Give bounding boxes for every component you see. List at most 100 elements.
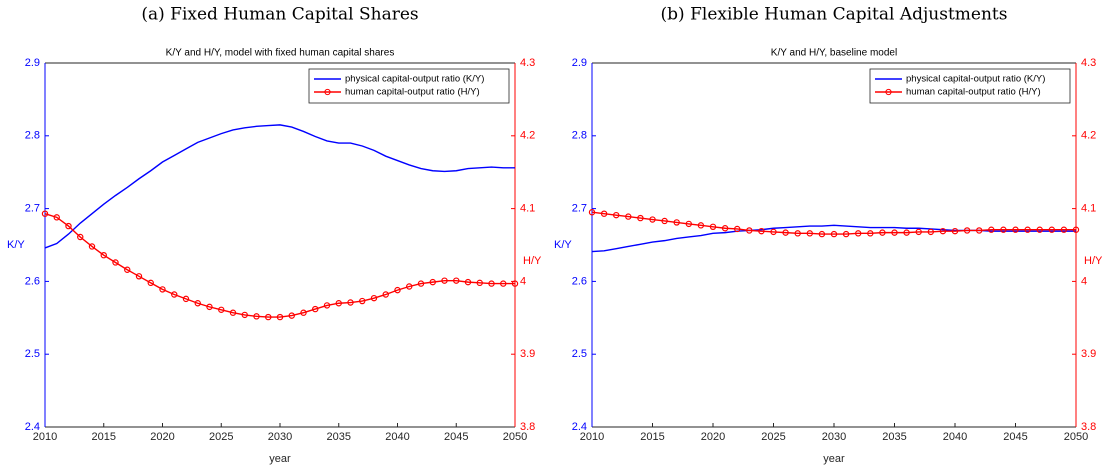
- series-marker: [891, 229, 898, 236]
- x-tick-label: 2010: [33, 431, 57, 443]
- x-tick-label: 2035: [882, 431, 906, 443]
- series-marker: [770, 228, 777, 236]
- y-tick-label: 2.8: [25, 130, 40, 142]
- x-tick-label: 2020: [150, 431, 174, 443]
- x-tick-label: 2030: [268, 431, 292, 443]
- series-marker: [488, 280, 495, 287]
- legend-label: physical capital-output ratio (K/Y): [906, 74, 1045, 85]
- y2-tick-label: 4.2: [1081, 130, 1096, 142]
- y-axis-label: K/Y: [554, 239, 572, 251]
- series-marker: [370, 294, 378, 302]
- series-marker: [241, 311, 248, 319]
- legend: physical capital-output ratio (K/Y) human…: [308, 68, 510, 104]
- series-marker: [65, 222, 72, 230]
- series-marker: [855, 230, 862, 237]
- series-marker: [673, 219, 680, 226]
- x-tick-label: 2025: [209, 431, 233, 443]
- series-marker: [915, 228, 922, 236]
- y-tick-label: 2.5: [25, 348, 40, 360]
- series-marker: [359, 297, 366, 305]
- x-tick-label: 2045: [444, 431, 468, 443]
- panel-caption: (b) Flexible Human Capital Adjustments: [661, 5, 1008, 25]
- series-marker: [758, 227, 765, 235]
- series-marker: [1000, 226, 1007, 233]
- series-marker: [88, 243, 96, 250]
- y2-tick-label: 4: [520, 275, 526, 287]
- series-marker: [100, 251, 107, 259]
- series-marker: [229, 309, 237, 316]
- legend-label: human capital-output ratio (H/Y): [345, 87, 480, 98]
- x-tick-label: 2045: [1003, 431, 1027, 443]
- plot-area: [45, 63, 515, 427]
- y-tick-label: 2.8: [572, 130, 587, 142]
- series-marker: [288, 312, 295, 319]
- x-tick-label: 2020: [701, 431, 725, 443]
- series-marker: [417, 280, 425, 287]
- legend: physical capital-output ratio (K/Y) human…: [869, 68, 1071, 104]
- y2-tick-label: 4.3: [1081, 57, 1096, 69]
- y-tick-label: 2.4: [25, 421, 40, 433]
- x-tick-label: 2040: [943, 431, 967, 443]
- x-tick-label: 2010: [580, 431, 604, 443]
- series-marker: [927, 228, 935, 236]
- series-marker: [782, 229, 789, 236]
- series-marker: [135, 273, 143, 280]
- series-marker: [53, 214, 60, 221]
- y2-tick-label: 4: [1081, 275, 1087, 287]
- x-axis-label: year: [823, 453, 845, 465]
- y-tick-label: 2.5: [572, 348, 587, 360]
- series-marker: [1048, 226, 1056, 233]
- series-marker: [253, 313, 260, 320]
- series-marker: [394, 286, 401, 294]
- series-marker: [441, 277, 448, 284]
- y2-tick-label: 3.8: [1081, 421, 1096, 433]
- series-marker: [830, 230, 838, 238]
- legend-box: [308, 68, 510, 104]
- series-marker: [734, 225, 741, 233]
- series-marker: [347, 299, 354, 306]
- series-line: [44, 213, 515, 318]
- series-marker: [300, 309, 307, 316]
- series-marker: [124, 266, 131, 273]
- legend-marker: [324, 88, 331, 96]
- y2-axis-label: H/Y: [523, 255, 542, 267]
- series-marker: [697, 222, 705, 229]
- series-marker: [951, 227, 959, 235]
- series-marker: [276, 313, 284, 321]
- chart-title: K/Y and H/Y, baseline model: [771, 48, 897, 59]
- y-tick-label: 2.7: [572, 203, 587, 215]
- y2-tick-label: 4.1: [520, 203, 535, 215]
- y-tick-label: 2.6: [572, 275, 587, 287]
- panel-caption: (a) Fixed Human Capital Shares: [141, 5, 418, 25]
- series-marker: [600, 210, 608, 217]
- series-marker: [1072, 226, 1080, 233]
- series-marker: [976, 227, 983, 234]
- series-marker: [588, 209, 596, 216]
- y2-tick-label: 4.2: [520, 130, 535, 142]
- series-marker: [511, 280, 519, 287]
- x-tick-label: 2050: [503, 431, 527, 443]
- y-tick-label: 2.9: [572, 57, 587, 69]
- series-marker: [903, 229, 910, 236]
- series-marker: [625, 213, 632, 220]
- series-marker: [171, 291, 178, 298]
- y-tick-label: 2.6: [25, 275, 40, 287]
- series-marker: [265, 313, 272, 321]
- y-tick-label: 2.9: [25, 57, 40, 69]
- series-marker: [721, 225, 729, 232]
- y-tick-label: 2.4: [572, 421, 587, 433]
- series-marker: [1012, 226, 1019, 233]
- series-line: [44, 124, 515, 249]
- series-marker: [867, 230, 874, 237]
- series-marker: [988, 226, 995, 233]
- y2-tick-label: 3.9: [1081, 348, 1096, 360]
- series-marker: [312, 305, 319, 313]
- series-marker: [806, 230, 814, 237]
- series-marker: [1024, 226, 1031, 233]
- series-marker: [1060, 226, 1068, 233]
- y-tick-label: 2.7: [25, 203, 40, 215]
- series-marker: [649, 216, 656, 223]
- x-tick-label: 2050: [1064, 431, 1088, 443]
- x-axis-label: year: [269, 453, 291, 465]
- series-marker: [218, 306, 225, 313]
